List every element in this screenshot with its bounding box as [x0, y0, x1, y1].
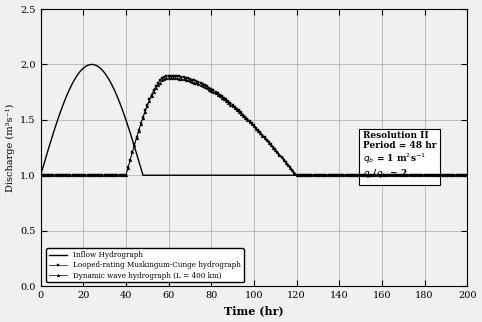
Dynamic wave hydrograph (L = 400 km): [270, 146, 276, 149]
Looped-rating Muskingum-Cunge hydrograph: [196, 80, 201, 84]
Looped-rating Muskingum-Cunge hydrograph: [464, 173, 470, 177]
Line: Dynamic wave hydrograph (L = 400 km): Dynamic wave hydrograph (L = 400 km): [39, 76, 469, 177]
Looped-rating Muskingum-Cunge hydrograph: [38, 173, 43, 177]
Inflow Hydrograph: [464, 173, 470, 177]
Dynamic wave hydrograph (L = 400 km): [166, 76, 172, 80]
Inflow Hydrograph: [430, 173, 436, 177]
Looped-rating Muskingum-Cunge hydrograph: [270, 145, 276, 149]
Inflow Hydrograph: [348, 173, 353, 177]
Looped-rating Muskingum-Cunge hydrograph: [219, 94, 225, 98]
Legend: Inflow Hydrograph, Looped-rating Muskingum-Cunge hydrograph, Dynamic wave hydrog: Inflow Hydrograph, Looped-rating Musking…: [46, 248, 244, 282]
Inflow Hydrograph: [89, 62, 94, 66]
Inflow Hydrograph: [38, 173, 43, 177]
Dynamic wave hydrograph (L = 400 km): [76, 173, 82, 177]
Dynamic wave hydrograph (L = 400 km): [196, 82, 201, 86]
Inflow Hydrograph: [451, 173, 457, 177]
Y-axis label: Discharge (m³s⁻¹): Discharge (m³s⁻¹): [6, 103, 14, 192]
Dynamic wave hydrograph (L = 400 km): [40, 173, 46, 177]
Looped-rating Muskingum-Cunge hydrograph: [76, 173, 82, 177]
Inflow Hydrograph: [241, 173, 246, 177]
Line: Looped-rating Muskingum-Cunge hydrograph: Looped-rating Muskingum-Cunge hydrograph: [39, 74, 469, 177]
Looped-rating Muskingum-Cunge hydrograph: [40, 173, 46, 177]
Line: Inflow Hydrograph: Inflow Hydrograph: [40, 64, 467, 175]
Text: Resolution II
Period = 48 hr
$q_b$ = 1 m$^2$s$^{-1}$
$q_p$/$q_b$ = 2: Resolution II Period = 48 hr $q_b$ = 1 m…: [362, 130, 436, 181]
Dynamic wave hydrograph (L = 400 km): [38, 173, 43, 177]
Dynamic wave hydrograph (L = 400 km): [430, 173, 436, 177]
Inflow Hydrograph: [217, 173, 223, 177]
X-axis label: Time (hr): Time (hr): [224, 306, 284, 317]
Dynamic wave hydrograph (L = 400 km): [219, 96, 225, 100]
Looped-rating Muskingum-Cunge hydrograph: [166, 74, 172, 78]
Dynamic wave hydrograph (L = 400 km): [464, 173, 470, 177]
Inflow Hydrograph: [220, 173, 226, 177]
Looped-rating Muskingum-Cunge hydrograph: [430, 173, 436, 177]
